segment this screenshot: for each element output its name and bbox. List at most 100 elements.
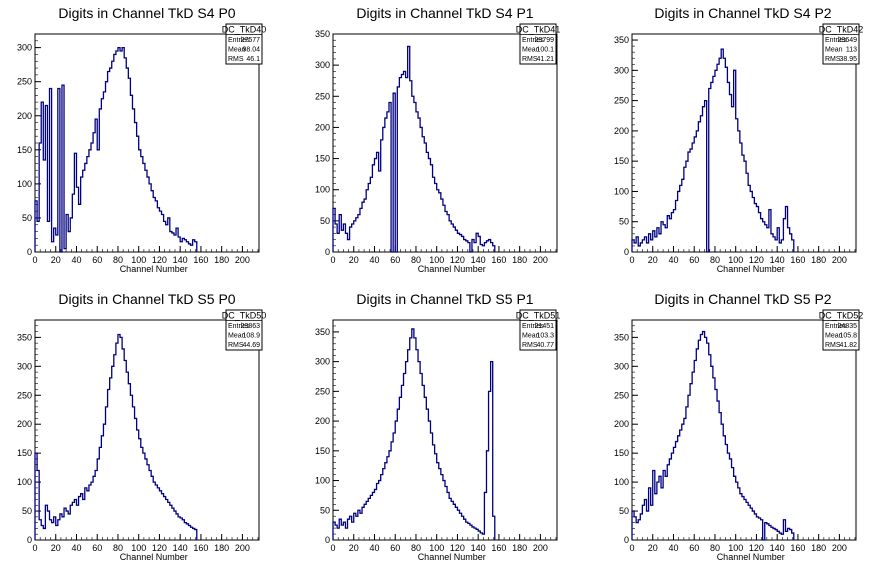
y-tick-label: 0 [27,535,32,545]
stats-label: Mean [228,333,246,340]
y-tick-label: 200 [614,419,629,429]
x-tick-label: 140 [471,543,486,553]
y-tick-label: 300 [315,60,330,70]
stats-value: 23649 [838,37,858,44]
x-tick-label: 60 [689,543,699,553]
x-tick-label: 200 [832,543,847,553]
stats-value: 23799 [535,37,555,44]
x-tick-label: 20 [349,543,359,553]
x-tick-label: 60 [390,543,400,553]
x-tick-label: 200 [533,255,548,265]
x-tick-label: 120 [749,255,764,265]
x-tick-label: 140 [471,255,486,265]
x-tick-label: 60 [92,543,102,553]
x-axis-label: Channel Number [717,264,785,274]
y-tick-label: 50 [22,213,32,223]
y-tick-label: 50 [22,506,32,516]
x-tick-label: 160 [491,255,506,265]
stats-name: DC_TkD40 [222,25,267,35]
y-tick-label: 0 [624,535,629,545]
x-tick-label: 20 [648,255,658,265]
stats-label: RMS [825,56,841,63]
y-tick-label: 0 [325,247,330,257]
stats-label: Mean [825,333,843,340]
chart-title: Digits in Channel TkD S4 P0 [58,5,235,21]
y-tick-label: 200 [315,122,330,132]
x-tick-label: 0 [32,255,37,265]
x-tick-label: 100 [131,255,146,265]
stats-label: Entries [228,323,250,330]
y-tick-label: 250 [614,96,629,106]
x-axis-label: Channel Number [418,552,486,562]
histogram-panel-4: Digits in Channel TkD S5 P0 0 20 40 60 80 100 1… [17,291,266,562]
stats-box-frame [225,309,263,351]
stats-name: DC_TkD42 [819,25,864,35]
stats-value: 108.9 [242,333,260,340]
stats-label: Mean [825,47,843,54]
chart-title: Digits in Channel TkD S5 P2 [654,291,831,307]
y-tick-label: 350 [614,332,629,342]
y-tick-label: 300 [17,43,32,53]
y-tick-label: 0 [624,247,629,257]
x-tick-label: 20 [51,255,61,265]
x-tick-label: 120 [450,543,465,553]
stats-value: 98.04 [242,47,260,54]
stats-label: Entries [522,37,544,44]
stats-label: RMS [228,56,244,63]
histogram-series [332,45,496,253]
y-tick-label: 100 [315,185,330,195]
chart-title: Digits in Channel TkD S5 P1 [356,291,533,307]
y-tick-label: 300 [614,361,629,371]
stats-label: Entries [522,323,544,330]
x-tick-label: 0 [629,255,634,265]
histogram-panel-1: Digits in Channel TkD S4 P0 0 20 40 60 80 100 1… [17,5,266,274]
chart-title: Digits in Channel TkD S4 P2 [654,5,831,21]
x-tick-label: 180 [214,543,229,553]
histogram-series [631,48,795,253]
y-tick-label: 350 [614,35,629,45]
x-axis-label: Channel Number [418,264,486,274]
y-tick-label: 350 [315,29,330,39]
x-tick-label: 140 [173,255,188,265]
x-tick-label: 100 [429,255,444,265]
x-tick-label: 180 [512,543,527,553]
x-tick-label: 60 [689,255,699,265]
histogram-series [332,328,496,540]
x-tick-label: 200 [533,543,548,553]
y-tick-label: 250 [17,390,32,400]
x-tick-label: 140 [770,255,785,265]
x-tick-label: 80 [411,543,421,553]
y-tick-label: 300 [614,65,629,75]
stats-name: DC_TkD51 [516,311,561,321]
histogram-panel-2: Digits in Channel TkD S4 P1 0 20 40 60 80 100 1… [315,5,560,274]
y-tick-label: 150 [17,145,32,155]
chart-title: Digits in Channel TkD S4 P1 [356,5,533,21]
x-tick-label: 60 [92,255,102,265]
y-tick-label: 150 [315,154,330,164]
histogram-series [34,46,198,253]
stats-name: DC_TkD50 [222,311,267,321]
stats-value: 38.95 [839,56,857,63]
x-tick-label: 160 [790,255,805,265]
stats-value: 46.1 [246,56,260,63]
y-tick-label: 200 [17,111,32,121]
y-tick-label: 100 [614,186,629,196]
stats-value: 105.8 [839,333,857,340]
x-tick-label: 40 [71,255,81,265]
y-tick-label: 250 [17,77,32,87]
y-tick-label: 0 [27,247,32,257]
histogram-panel-5: Digits in Channel TkD S5 P1 0 20 40 60 80 100 1… [315,291,560,562]
y-tick-label: 350 [315,327,330,337]
stats-value: 41.82 [839,342,857,349]
x-tick-label: 180 [811,543,826,553]
x-tick-label: 80 [710,255,720,265]
x-axis-label: Channel Number [120,552,188,562]
stats-label: RMS [825,342,841,349]
stats-value: 41.21 [536,56,554,63]
stats-box-frame [225,23,263,65]
